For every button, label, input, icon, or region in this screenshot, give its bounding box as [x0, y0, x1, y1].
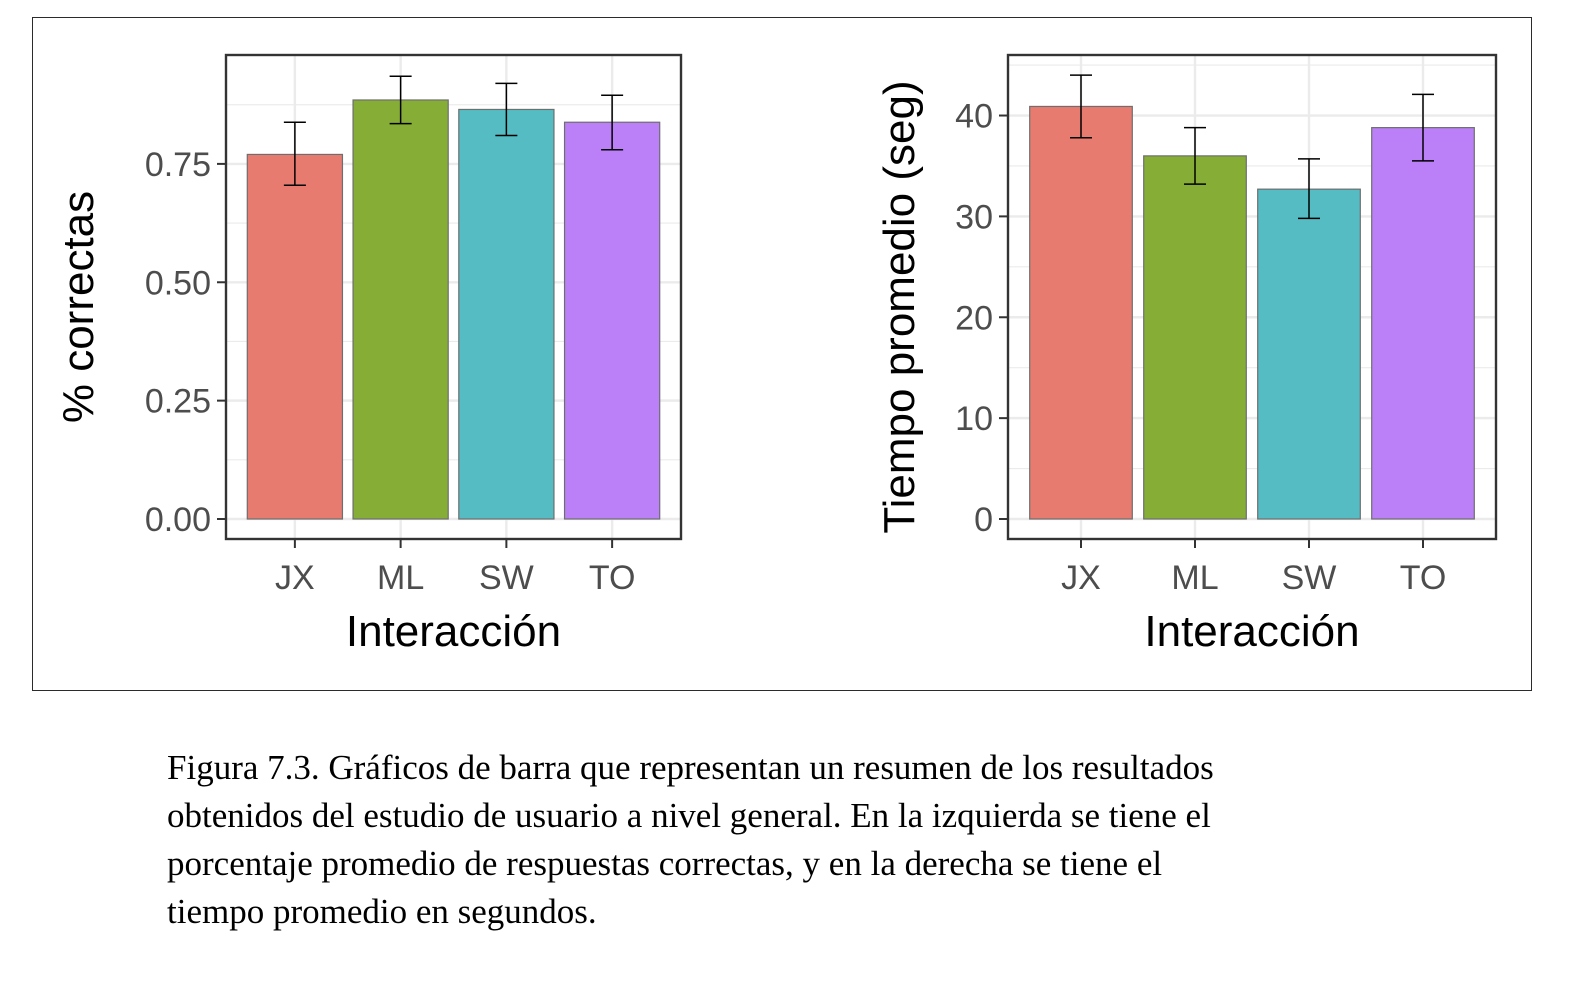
left-chart-xaxis-title: Interacción [346, 607, 561, 656]
right-chart-xtick-label: TO [1400, 559, 1447, 597]
left-chart-ytick-label: 0.00 [145, 501, 211, 539]
left-chart-ytick-label: 0.25 [145, 383, 211, 421]
right-chart-xtick-label: SW [1282, 559, 1337, 597]
caption-line-2: obtenidos del estudio de usuario a nivel… [167, 796, 1211, 835]
left-chart-xtick-label: TO [589, 559, 636, 597]
right-chart-bar-jx [1029, 105, 1133, 520]
right-chart-bar-ml [1143, 155, 1247, 520]
left-chart-ytick-label: 0.50 [145, 264, 211, 302]
right-chart-bar-sw [1257, 188, 1361, 520]
left-chart-bar-jx [246, 153, 344, 520]
right-chart-ytick-label: 10 [955, 400, 993, 438]
left-chart-ytick-label: 0.75 [145, 146, 211, 184]
left-chart-bar-ml [352, 99, 449, 520]
left-chart-panel-border [224, 53, 683, 541]
figure-caption: Figura 7.3. Gráficos de barra que repres… [167, 744, 1397, 936]
right-chart-xtick-label: ML [1171, 559, 1218, 597]
right-chart-panel-border [1006, 53, 1498, 541]
right-chart-yaxis-title: Tiempo promedio (seg) [875, 80, 924, 533]
caption-line-1: Figura 7.3. Gráficos de barra que repres… [167, 748, 1214, 787]
left-chart-xtick-label: ML [377, 559, 424, 597]
right-chart-ytick-label: 0 [974, 501, 993, 539]
right-chart-ytick-label: 30 [955, 198, 993, 236]
left-chart-bar-sw [458, 108, 555, 520]
right-chart-ytick-label: 40 [955, 98, 993, 136]
right-chart-ytick-label: 20 [955, 299, 993, 337]
right-chart-xaxis-title: Interacción [1144, 607, 1359, 656]
left-chart-bar-to [563, 121, 661, 520]
left-chart-xtick-label: SW [479, 559, 534, 597]
caption-line-3: porcentaje promedio de respuestas correc… [167, 844, 1163, 883]
figure-frame: 0.00 0.25 0.50 0.75 JX ML SW TO Interacción % cor… [32, 17, 1532, 691]
left-chart-xtick-label: JX [275, 559, 315, 597]
right-chart-xtick-label: JX [1061, 559, 1101, 597]
caption-line-4: tiempo promedio en segundos. [167, 892, 597, 931]
left-chart-yaxis-title: % correctas [54, 191, 103, 423]
bar-charts: 0.00 0.25 0.50 0.75 JX ML SW TO Interacción % cor… [54, 53, 1498, 656]
right-chart-bar-to [1371, 127, 1475, 520]
